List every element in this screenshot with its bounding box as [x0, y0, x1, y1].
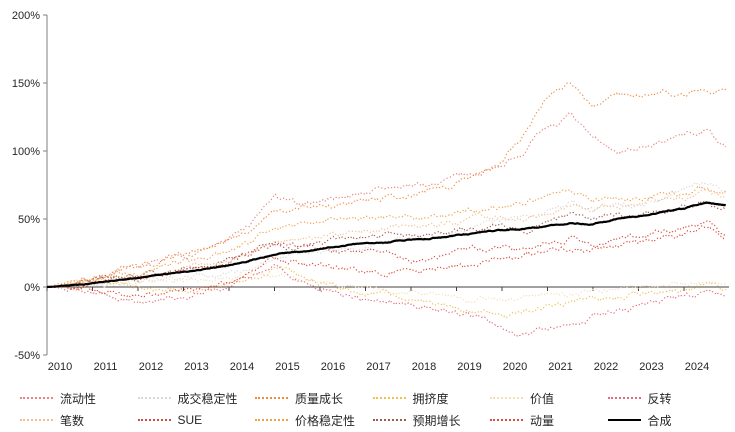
legend-label: 笔数	[60, 413, 85, 428]
legend-item-4[interactable]: 拥挤度	[372, 389, 491, 407]
x-tick-label: 2014	[230, 361, 254, 373]
series-line-4	[46, 266, 727, 319]
legend-line-swatch	[372, 397, 406, 399]
legend-line-swatch	[490, 397, 523, 399]
series-line-8	[47, 219, 727, 291]
x-tick-label: 2011	[94, 361, 118, 373]
legend-item-9[interactable]: 价格稳定性	[255, 411, 373, 429]
x-tick-label: 2020	[503, 361, 527, 373]
x-tick-label: 2024	[685, 361, 709, 373]
legend-line-swatch	[490, 419, 523, 421]
x-tick-label: 2021	[548, 361, 572, 373]
legend-label: 反转	[647, 391, 672, 406]
legend-item-10[interactable]: 预期增长	[372, 411, 491, 429]
legend-item-5[interactable]: 价值	[490, 389, 608, 407]
legend-line-swatch	[255, 419, 288, 421]
y-tick-label: 100%	[12, 146, 40, 158]
legend-label: 预期增长	[412, 413, 461, 428]
legend-label: 价值	[530, 391, 555, 406]
series-line-2	[46, 181, 726, 288]
legend-line-swatch	[607, 419, 641, 421]
series-line-9	[46, 186, 727, 288]
x-tick-label: 2017	[366, 361, 390, 373]
legend-line-swatch	[607, 397, 641, 399]
x-tick-label: 2016	[321, 361, 345, 373]
legend-line-swatch	[20, 397, 53, 399]
series-line-10	[46, 200, 727, 288]
legend-line-swatch	[20, 419, 53, 421]
legend-label: 质量成长	[295, 391, 344, 406]
legend-label: 成交稳定性	[177, 391, 238, 406]
y-tick-label: 0%	[24, 282, 40, 294]
series-line-5	[47, 272, 727, 304]
y-tick-label: 150%	[12, 78, 40, 90]
legend-label: SUE	[177, 413, 203, 427]
series-line-1	[46, 111, 727, 288]
legend-line-swatch	[137, 397, 171, 399]
y-tick-label: 50%	[18, 214, 40, 226]
legend-item-7[interactable]: 笔数	[20, 411, 138, 429]
series-line-12	[46, 201, 727, 289]
legend-item-11[interactable]: 动量	[490, 411, 608, 429]
chart-svg: 200% 150% 100% 50% 0% -50% 2010 2011 2012 2013 201…	[12, 10, 729, 373]
x-tick-label: 2023	[639, 361, 663, 373]
series-line-3	[46, 82, 727, 288]
legend-label: 流动性	[60, 391, 97, 406]
legend-line-swatch	[255, 397, 288, 399]
y-tick-label: -50%	[14, 350, 40, 362]
x-tick-label: 2013	[184, 361, 208, 373]
legend-item-6[interactable]: 反转	[607, 389, 726, 407]
legend-line-swatch	[137, 419, 171, 421]
plot-area: 200% 150% 100% 50% 0% -50% 2010 2011 2012 2013 201…	[12, 10, 729, 373]
legend-item-8[interactable]: SUE	[137, 411, 256, 429]
legend-item-1[interactable]: 流动性	[20, 389, 138, 407]
legend-item-3[interactable]: 质量成长	[255, 389, 373, 407]
legend-item-12[interactable]: 合成	[607, 411, 726, 429]
x-tick-label: 2022	[594, 361, 618, 373]
legend-label: 价格稳定性	[295, 413, 356, 428]
x-tick-label: 2010	[48, 361, 72, 373]
legend-label: 合成	[647, 413, 672, 428]
chart-legend: 流动性 成交稳定性 质量成长 拥挤度 价值 反转笔数 SUE 价格稳定性 预期增长 动量 合成	[20, 389, 725, 429]
x-tick-label: 2015	[275, 361, 299, 373]
x-tick-label: 2019	[457, 361, 481, 373]
series-line-6	[46, 263, 726, 338]
legend-label: 拥挤度	[412, 391, 449, 406]
legend-item-2[interactable]: 成交稳定性	[137, 389, 256, 407]
legend-line-swatch	[372, 419, 406, 421]
y-tick-label: 200%	[12, 10, 40, 22]
x-tick-label: 2018	[412, 361, 436, 373]
x-tick-label: 2012	[139, 361, 163, 373]
legend-label: 动量	[530, 413, 555, 428]
